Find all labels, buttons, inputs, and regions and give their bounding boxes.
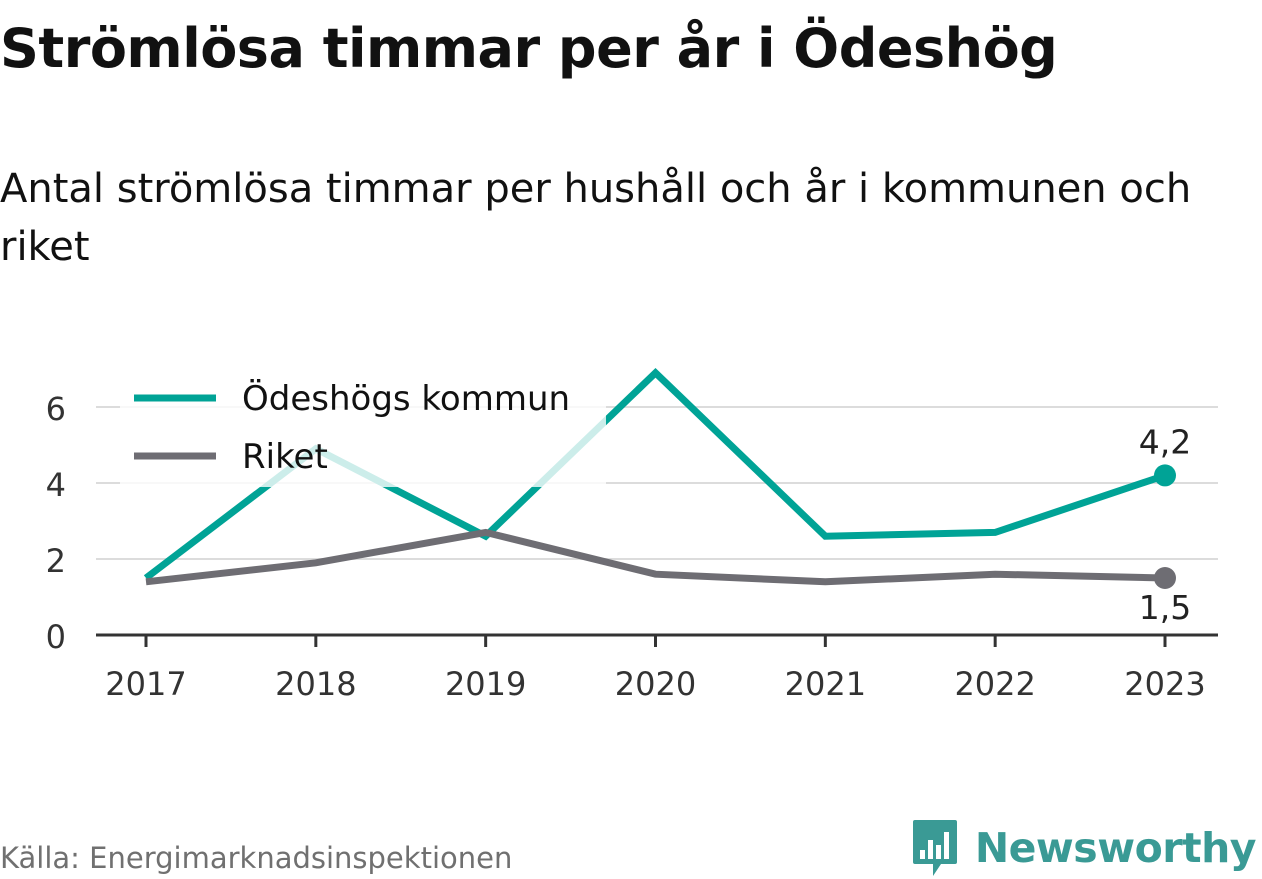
y-tick-label: 6: [46, 390, 66, 428]
end-value-label-1: 1,5: [1139, 588, 1191, 627]
x-tick-label: 2021: [785, 665, 866, 703]
x-tick-label: 2019: [445, 665, 526, 703]
end-point-0: [1154, 464, 1176, 487]
series-line-1: [145, 528, 1166, 586]
chart-subtitle: Antal strömlösa timmar per hushåll och å…: [0, 166, 1192, 270]
x-tick-label: 2022: [954, 665, 1035, 703]
x-tick-label: 2018: [275, 665, 356, 703]
end-point-1: [1154, 567, 1176, 589]
x-tick-label: 2020: [615, 665, 696, 703]
y-tick-label: 2: [46, 542, 66, 580]
y-axis-ticks: 0 2 4 6: [46, 390, 66, 656]
x-axis: 2017 2018 2019 2020 2021 2022 2023: [96, 633, 1218, 703]
legend-label-0: Ödeshögs kommun: [242, 378, 570, 419]
y-tick-label: 0: [46, 618, 66, 656]
x-tick-label: 2017: [105, 665, 186, 703]
chart-title: Strömlösa timmar per år i Ödeshög: [0, 17, 1058, 80]
newsworthy-bar-chart-icon: [912, 820, 957, 876]
source-note: Källa: Energimarknadsinspektionen: [0, 841, 513, 875]
legend-label-1: Riket: [242, 437, 328, 477]
brand-name: Newsworthy: [974, 824, 1257, 872]
y-tick-label: 4: [46, 466, 66, 504]
end-value-label-0: 4,2: [1139, 422, 1191, 461]
legend-background: [120, 375, 606, 487]
brand-logo: Newsworthy: [911, 818, 1257, 878]
legend: Ödeshögs kommun Riket: [120, 375, 606, 487]
data-labels: 4,2 1,5: [1139, 422, 1191, 627]
x-tick-label: 2023: [1124, 665, 1205, 703]
